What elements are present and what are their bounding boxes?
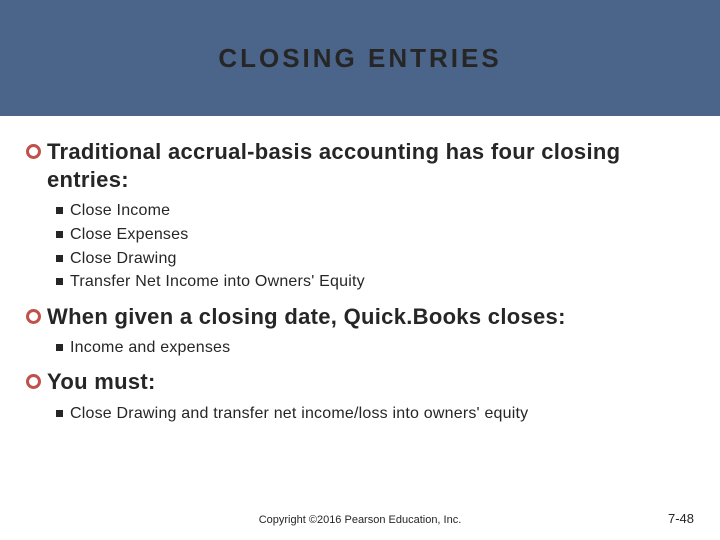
main-bullet-text: You must:: [47, 368, 156, 396]
circle-bullet-icon: [26, 144, 41, 159]
square-bullet-icon: [56, 207, 63, 214]
circle-bullet-icon: [26, 374, 41, 389]
sub-bullet-group: Close Income Close Expenses Close Drawin…: [26, 200, 694, 292]
sub-bullet-text: Transfer Net Income into Owners' Equity: [70, 271, 365, 293]
sub-bullet-group: Income and expenses: [26, 337, 694, 359]
square-bullet-icon: [56, 278, 63, 285]
main-bullet-item: When given a closing date, Quick.Books c…: [26, 303, 694, 331]
sub-bullet-item: Close Expenses: [56, 224, 694, 246]
sub-bullet-item: Transfer Net Income into Owners' Equity: [56, 271, 694, 293]
square-bullet-icon: [56, 231, 63, 238]
square-bullet-icon: [56, 410, 63, 417]
main-bullet-text: When given a closing date, Quick.Books c…: [47, 303, 566, 331]
sub-bullet-text: Close Drawing and transfer net income/lo…: [70, 403, 528, 425]
slide-number: 7-48: [668, 511, 694, 526]
slide-title: CLOSING ENTRIES: [218, 43, 501, 74]
slide-footer: Copyright ©2016 Pearson Education, Inc. …: [0, 514, 720, 526]
sub-bullet-text: Close Expenses: [70, 224, 188, 246]
square-bullet-icon: [56, 255, 63, 262]
sub-bullet-item: Income and expenses: [56, 337, 694, 359]
square-bullet-icon: [56, 344, 63, 351]
sub-bullet-item: Close Drawing and transfer net income/lo…: [56, 403, 694, 425]
main-bullet-text: Traditional accrual-basis accounting has…: [47, 138, 694, 194]
header-band: CLOSING ENTRIES: [0, 0, 720, 116]
copyright-text: Copyright ©2016 Pearson Education, Inc.: [259, 514, 462, 526]
circle-bullet-icon: [26, 309, 41, 324]
sub-bullet-text: Close Income: [70, 200, 170, 222]
main-bullet-item: Traditional accrual-basis accounting has…: [26, 138, 694, 194]
slide-content: Traditional accrual-basis accounting has…: [0, 116, 720, 424]
sub-bullet-text: Income and expenses: [70, 337, 230, 359]
sub-bullet-group: Close Drawing and transfer net income/lo…: [26, 403, 694, 425]
main-bullet-item: You must:: [26, 368, 694, 396]
sub-bullet-text: Close Drawing: [70, 248, 177, 270]
sub-bullet-item: Close Drawing: [56, 248, 694, 270]
sub-bullet-item: Close Income: [56, 200, 694, 222]
